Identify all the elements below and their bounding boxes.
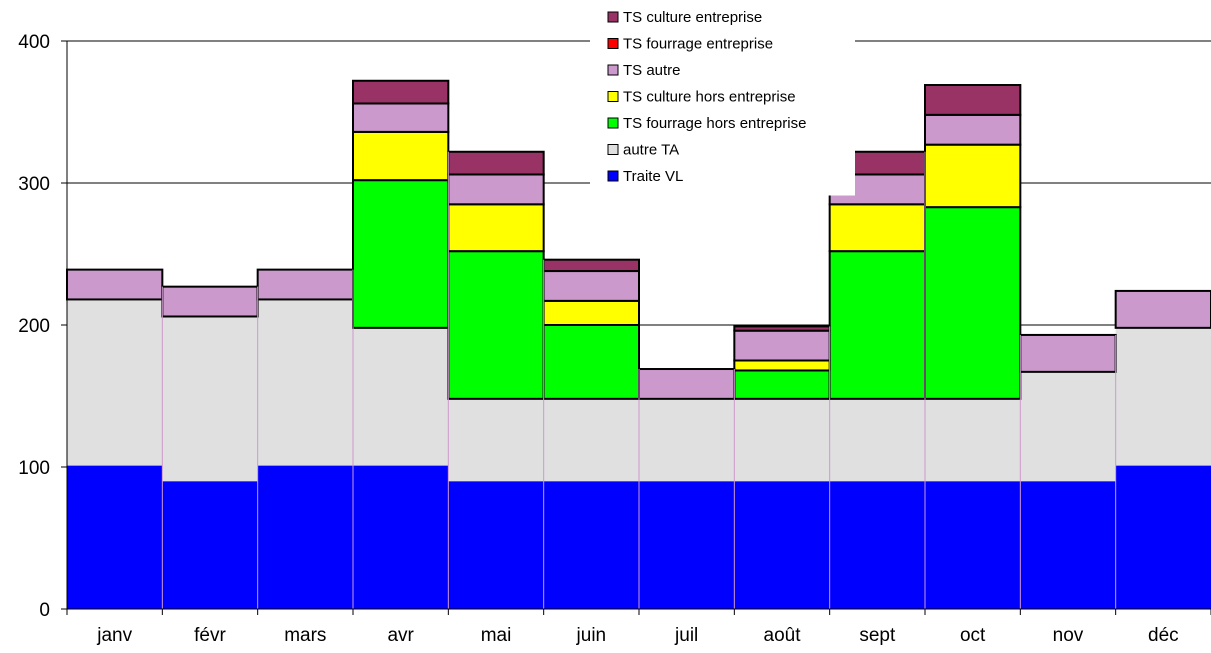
bar-1-2 (257, 299, 353, 466)
legend-swatch-0 (607, 11, 619, 23)
bar-4-11 (1114, 289, 1211, 329)
x-tick-label-10: nov (1053, 625, 1084, 646)
bar-2-4 (447, 250, 545, 400)
bar-0-11 (1115, 465, 1211, 609)
bar-1-11 (1115, 327, 1211, 466)
bar-4-6 (638, 368, 736, 400)
legend: TS culture entreprise TS fourrage entrepr… (590, 4, 855, 196)
legend-background (590, 4, 855, 196)
x-tick-label-2: mars (284, 625, 326, 646)
legend-swatch-3 (607, 91, 619, 102)
bar-4-7 (733, 329, 831, 362)
bar-0-5 (543, 481, 639, 609)
y-tick-label-1: 100 (18, 458, 50, 479)
bar-3-7 (733, 359, 831, 372)
bar-1-10 (1020, 371, 1116, 482)
x-tick-label-5: juin (576, 625, 607, 646)
bar-3-8 (828, 203, 927, 253)
bar-1-9 (925, 398, 1021, 482)
bar-6-9 (924, 84, 1022, 116)
x-tick-label-11: déc (1148, 625, 1179, 646)
bar-1-3 (353, 327, 449, 466)
legend-label-2: TS autre (623, 62, 681, 79)
legend-label-4: TS fourrage hors entreprise (623, 115, 806, 132)
bar-6-7 (733, 325, 831, 332)
bar-1-0 (67, 299, 163, 466)
x-tick-label-4: mai (481, 625, 512, 646)
bar-2-9 (924, 206, 1022, 400)
x-tick-label-8: sept (859, 625, 896, 646)
bar-1-5 (543, 398, 639, 482)
bar-3-5 (542, 299, 641, 326)
bar-4-1 (161, 285, 259, 318)
bar-3-9 (924, 143, 1022, 209)
bar-6-4 (447, 150, 545, 176)
y-tick-label-2: 200 (18, 316, 50, 337)
y-tick-label-3: 300 (18, 174, 50, 195)
bar-3-4 (447, 203, 545, 253)
y-tick-label-4: 400 (18, 32, 50, 53)
legend-swatch-5 (607, 144, 619, 155)
bar-4-9 (924, 113, 1022, 146)
x-tick-label-3: avr (387, 625, 414, 646)
bar-4-4 (447, 173, 545, 206)
bar-1-7 (734, 398, 830, 482)
bar-0-9 (925, 481, 1021, 609)
bar-6-5 (542, 258, 641, 273)
legend-swatch-6 (607, 170, 619, 182)
bar-1-4 (448, 398, 544, 482)
bar-0-10 (1020, 481, 1116, 609)
bar-0-0 (67, 465, 163, 609)
bar-0-1 (162, 481, 258, 609)
bar-2-8 (828, 250, 927, 400)
legend-label-1: TS fourrage entreprise (623, 36, 773, 53)
bar-0-8 (829, 481, 925, 609)
axes: 0 100 200 300 400 janv févr mars avr mai juin juil a… (18, 32, 1211, 646)
bar-2-5 (542, 324, 641, 400)
x-tick-label-6: juil (674, 625, 698, 646)
bar-0-2 (257, 465, 353, 609)
bar-6-3 (352, 79, 450, 105)
bar-2-3 (352, 179, 450, 329)
y-tick-label-0: 0 (39, 600, 50, 621)
bar-3-3 (352, 130, 450, 182)
legend-swatch-1 (607, 38, 619, 49)
x-tick-label-9: oct (960, 625, 986, 646)
x-tick-label-7: août (764, 625, 802, 646)
bar-4-5 (542, 270, 641, 302)
bar-4-10 (1019, 333, 1117, 373)
legend-swatch-2 (607, 64, 619, 76)
bar-4-0 (66, 268, 164, 301)
legend-label-5: autre TA (623, 142, 679, 159)
x-tick-label-0: janv (96, 625, 132, 646)
bar-1-8 (829, 398, 925, 482)
bar-1-1 (162, 316, 258, 482)
legend-label-0: TS culture entreprise (623, 9, 762, 26)
bar-0-6 (639, 481, 735, 609)
legend-swatch-4 (607, 117, 619, 129)
bar-0-4 (448, 481, 544, 609)
bar-1-6 (639, 398, 735, 482)
bar-2-7 (733, 369, 831, 400)
bar-0-3 (353, 465, 449, 609)
bar-4-2 (256, 268, 354, 301)
bar-0-7 (734, 481, 830, 609)
bar-4-3 (352, 102, 450, 133)
legend-label-6: Traite VL (623, 168, 683, 185)
legend-label-3: TS culture hors entreprise (623, 89, 796, 106)
x-tick-label-1: févr (194, 625, 226, 646)
bars (66, 79, 1211, 609)
